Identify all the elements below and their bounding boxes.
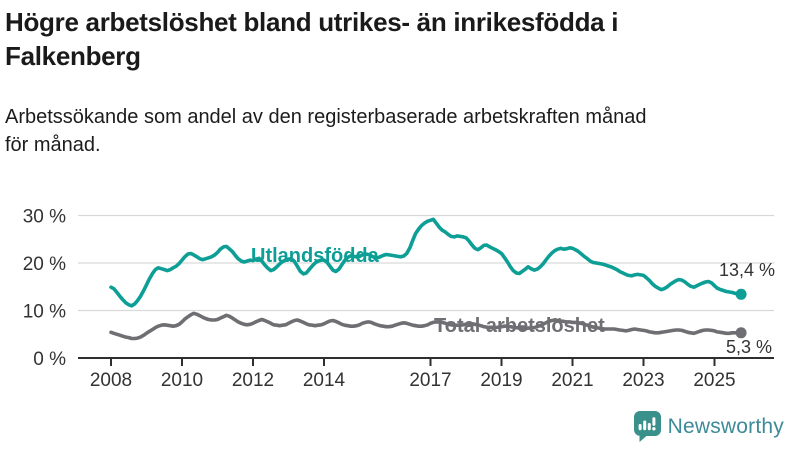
unemployment-line-chart: 2008 2010 2012 2014 2017 2019 2021 2023 2025 0 % 1… xyxy=(23,207,774,391)
newsworthy-bubble-chart-icon xyxy=(633,411,661,442)
newsworthy-logo: Newsworthy xyxy=(633,410,784,444)
series-line-total xyxy=(109,311,743,341)
x-tick-label-2021: 2021 xyxy=(551,370,593,391)
x-tick-label-2019: 2019 xyxy=(480,370,522,391)
end-value-label-total: 5,3 % xyxy=(726,337,773,357)
series-end-dot-utlandsfodda xyxy=(735,288,747,300)
series-end-dot-total xyxy=(735,327,747,339)
y-tick-label-20: 20 % xyxy=(23,254,66,275)
x-tick-label-2017: 2017 xyxy=(409,370,451,391)
y-tick-label-0: 0 % xyxy=(33,349,66,370)
end-value-label-utlandsfodda: 13,4 % xyxy=(719,260,776,280)
subtitle-line-2: för månad. xyxy=(5,134,101,156)
page-title: Högre arbetslöshet bland utrikes- än inr… xyxy=(5,5,795,73)
x-tick-label-2010: 2010 xyxy=(161,370,203,391)
line-chart-area: 2008 2010 2012 2014 2017 2019 2021 2023 2025 0 % 1… xyxy=(0,193,800,405)
x-tick-label-2008: 2008 xyxy=(90,370,132,391)
series-label-utlandsfodda: Utlandsfödda xyxy=(251,245,379,267)
x-tick-label-2012: 2012 xyxy=(232,370,274,391)
series-label-total-arbetsloshet: Total arbetslöshet xyxy=(434,315,605,337)
x-tick-label-2023: 2023 xyxy=(622,370,664,391)
x-tick-label-2025: 2025 xyxy=(693,370,735,391)
subtitle-line-1: Arbetssökande som andel av den registerb… xyxy=(5,106,647,128)
y-tick-label-10: 10 % xyxy=(23,302,66,323)
title-line-1: Högre arbetslöshet bland utrikes- än inr… xyxy=(5,7,619,37)
newsworthy-logo-text: Newsworthy xyxy=(667,415,784,438)
title-line-2: Falkenberg xyxy=(5,41,141,71)
y-tick-label-30: 30 % xyxy=(23,207,66,228)
chart-subtitle: Arbetssökande som andel av den registerb… xyxy=(5,103,795,159)
x-tick-label-2014: 2014 xyxy=(303,370,346,391)
series-line-utlandsfodda xyxy=(109,217,743,308)
